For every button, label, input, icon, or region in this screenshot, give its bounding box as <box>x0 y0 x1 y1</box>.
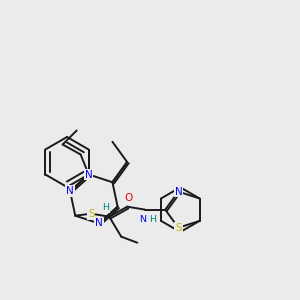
Text: O: O <box>124 193 132 203</box>
Text: H: H <box>149 215 156 224</box>
Text: N: N <box>85 169 92 179</box>
Text: N: N <box>95 218 103 228</box>
Text: N: N <box>175 187 182 196</box>
Text: S: S <box>175 223 182 233</box>
Text: H: H <box>102 203 109 212</box>
Text: S: S <box>88 209 94 219</box>
Text: N: N <box>66 186 74 196</box>
Text: N: N <box>139 215 146 224</box>
